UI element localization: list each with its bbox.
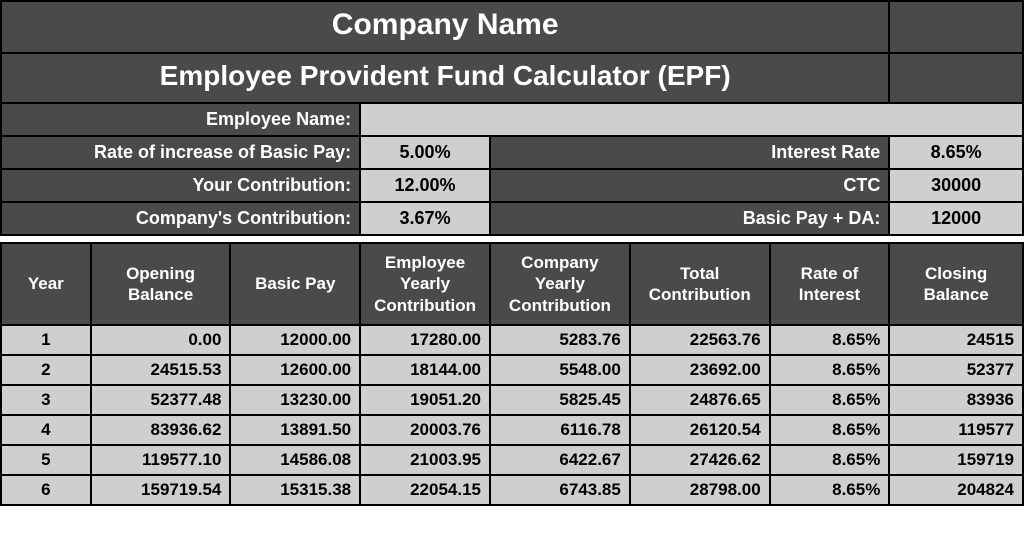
cell-r2-c1: 52377.48 bbox=[91, 385, 231, 415]
col-header-7: ClosingBalance bbox=[889, 243, 1023, 325]
cell-r1-c4: 5548.00 bbox=[490, 355, 630, 385]
col-header-4: CompanyYearlyContribution bbox=[490, 243, 630, 325]
cell-r2-c7: 83936 bbox=[889, 385, 1023, 415]
page-title: Employee Provident Fund Calculator (EPF) bbox=[1, 53, 889, 103]
cell-r3-c6: 8.65% bbox=[770, 415, 890, 445]
your-contribution-value[interactable]: 12.00% bbox=[360, 169, 490, 202]
column-header-row: YearOpeningBalanceBasic PayEmployeeYearl… bbox=[1, 243, 1023, 325]
cell-r2-c6: 8.65% bbox=[770, 385, 890, 415]
ctc-label: CTC bbox=[490, 169, 889, 202]
cell-r3-c0: 4 bbox=[1, 415, 91, 445]
cell-r4-c3: 21003.95 bbox=[360, 445, 490, 475]
cell-r1-c5: 23692.00 bbox=[630, 355, 770, 385]
cell-r5-c6: 8.65% bbox=[770, 475, 890, 505]
table-row: 224515.5312600.0018144.005548.0023692.00… bbox=[1, 355, 1023, 385]
cell-r5-c0: 6 bbox=[1, 475, 91, 505]
table-row: 483936.6213891.5020003.766116.7826120.54… bbox=[1, 415, 1023, 445]
cell-r0-c4: 5283.76 bbox=[490, 325, 630, 355]
cell-r5-c3: 22054.15 bbox=[360, 475, 490, 505]
col-header-5: TotalContribution bbox=[630, 243, 770, 325]
cell-r0-c2: 12000.00 bbox=[230, 325, 360, 355]
table-row: 6159719.5415315.3822054.156743.8528798.0… bbox=[1, 475, 1023, 505]
cell-r2-c2: 13230.00 bbox=[230, 385, 360, 415]
cell-r1-c1: 24515.53 bbox=[91, 355, 231, 385]
interest-rate-value[interactable]: 8.65% bbox=[889, 136, 1023, 169]
interest-rate-label: Interest Rate bbox=[490, 136, 889, 169]
col-header-2: Basic Pay bbox=[230, 243, 360, 325]
epf-calculator-table: Company Name Employee Provident Fund Cal… bbox=[0, 0, 1024, 506]
col-header-1: OpeningBalance bbox=[91, 243, 231, 325]
cell-r4-c0: 5 bbox=[1, 445, 91, 475]
basic-pay-da-value[interactable]: 12000 bbox=[889, 202, 1023, 235]
ctc-value[interactable]: 30000 bbox=[889, 169, 1023, 202]
cell-r2-c5: 24876.65 bbox=[630, 385, 770, 415]
cell-r2-c4: 5825.45 bbox=[490, 385, 630, 415]
col-header-0: Year bbox=[1, 243, 91, 325]
blank-title-right bbox=[889, 53, 1023, 103]
company-name: Company Name bbox=[1, 1, 889, 53]
cell-r5-c5: 28798.00 bbox=[630, 475, 770, 505]
employee-name-label: Employee Name: bbox=[1, 103, 360, 136]
cell-r0-c1: 0.00 bbox=[91, 325, 231, 355]
cell-r4-c4: 6422.67 bbox=[490, 445, 630, 475]
cell-r0-c5: 22563.76 bbox=[630, 325, 770, 355]
cell-r0-c7: 24515 bbox=[889, 325, 1023, 355]
cell-r3-c3: 20003.76 bbox=[360, 415, 490, 445]
cell-r4-c6: 8.65% bbox=[770, 445, 890, 475]
cell-r3-c7: 119577 bbox=[889, 415, 1023, 445]
blank-top-right bbox=[889, 1, 1023, 53]
table-row: 352377.4813230.0019051.205825.4524876.65… bbox=[1, 385, 1023, 415]
cell-r5-c4: 6743.85 bbox=[490, 475, 630, 505]
cell-r3-c2: 13891.50 bbox=[230, 415, 360, 445]
cell-r1-c7: 52377 bbox=[889, 355, 1023, 385]
cell-r5-c2: 15315.38 bbox=[230, 475, 360, 505]
col-header-6: Rate ofInterest bbox=[770, 243, 890, 325]
rate-increase-value[interactable]: 5.00% bbox=[360, 136, 490, 169]
cell-r1-c6: 8.65% bbox=[770, 355, 890, 385]
cell-r1-c2: 12600.00 bbox=[230, 355, 360, 385]
company-contribution-value[interactable]: 3.67% bbox=[360, 202, 490, 235]
cell-r1-c3: 18144.00 bbox=[360, 355, 490, 385]
cell-r2-c0: 3 bbox=[1, 385, 91, 415]
cell-r4-c1: 119577.10 bbox=[91, 445, 231, 475]
cell-r0-c3: 17280.00 bbox=[360, 325, 490, 355]
col-header-3: EmployeeYearlyContribution bbox=[360, 243, 490, 325]
cell-r0-c6: 8.65% bbox=[770, 325, 890, 355]
cell-r5-c1: 159719.54 bbox=[91, 475, 231, 505]
cell-r4-c2: 14586.08 bbox=[230, 445, 360, 475]
cell-r3-c5: 26120.54 bbox=[630, 415, 770, 445]
company-contribution-label: Company's Contribution: bbox=[1, 202, 360, 235]
cell-r5-c7: 204824 bbox=[889, 475, 1023, 505]
cell-r1-c0: 2 bbox=[1, 355, 91, 385]
your-contribution-label: Your Contribution: bbox=[1, 169, 360, 202]
employee-name-value[interactable] bbox=[360, 103, 1023, 136]
cell-r4-c7: 159719 bbox=[889, 445, 1023, 475]
table-row: 5119577.1014586.0821003.956422.6727426.6… bbox=[1, 445, 1023, 475]
cell-r3-c4: 6116.78 bbox=[490, 415, 630, 445]
rate-increase-label: Rate of increase of Basic Pay: bbox=[1, 136, 360, 169]
cell-r3-c1: 83936.62 bbox=[91, 415, 231, 445]
table-row: 10.0012000.0017280.005283.7622563.768.65… bbox=[1, 325, 1023, 355]
cell-r4-c5: 27426.62 bbox=[630, 445, 770, 475]
cell-r2-c3: 19051.20 bbox=[360, 385, 490, 415]
cell-r0-c0: 1 bbox=[1, 325, 91, 355]
basic-pay-da-label: Basic Pay + DA: bbox=[490, 202, 889, 235]
